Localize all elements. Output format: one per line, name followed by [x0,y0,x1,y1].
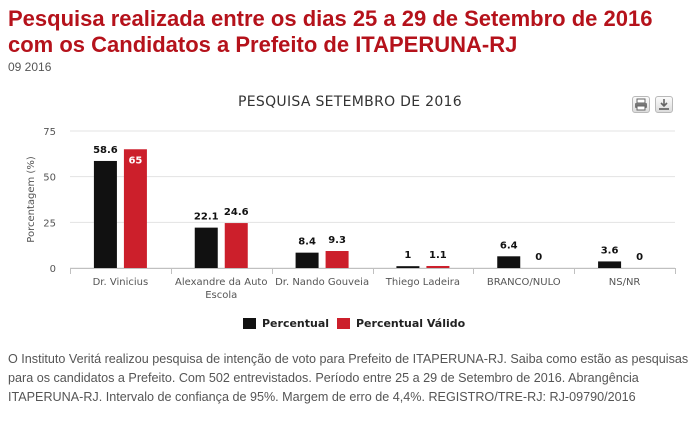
legend-swatch [243,318,256,329]
bar [325,251,349,268]
bar [194,227,218,268]
date-line: 09 2016 [8,60,52,74]
data-label: 65 [128,155,142,166]
data-label: 58.6 [93,145,118,156]
page-headline: Pesquisa realizada entre os dias 25 a 29… [8,6,653,57]
chart-title: PESQUISA SETEMBRO DE 2016 [238,94,462,110]
bar [426,265,450,268]
x-tick-label: NS/NR [609,277,641,288]
bar [295,252,319,268]
printer-icon [635,98,647,111]
y-tick-label: 75 [43,127,56,138]
download-button[interactable] [655,96,673,113]
chart-container: PESQUISA SETEMBRO DE 2016 0 25 50 75 Porcenta… [0,84,700,346]
bar-chart: PESQUISA SETEMBRO DE 2016 0 25 50 75 Porcenta… [26,94,676,330]
x-tick-label: Escola [205,290,237,301]
data-label: 6.4 [500,240,518,251]
data-label: 3.6 [601,245,619,256]
bar [598,261,622,268]
x-tick-label: Dr. Vinicius [93,277,149,288]
data-label: 1.1 [429,250,447,261]
data-label: 1 [404,250,411,261]
legend-swatch [337,318,350,329]
data-label: 8.4 [298,237,316,248]
x-tick-label: Dr. Nando Gouveia [275,277,369,288]
y-axis-label: Porcentagem (%) [26,156,37,243]
download-icon [659,99,669,110]
survey-description: O Instituto Veritá realizou pesquisa de … [8,352,689,404]
print-button[interactable] [632,96,650,113]
y-tick-label: 25 [43,218,56,229]
legend-label: Percentual Válido [356,317,466,330]
bar [93,160,117,268]
bar [497,256,521,268]
data-label: 0 [535,252,542,263]
data-label: 24.6 [224,207,249,218]
y-tick-label: 50 [43,173,56,184]
data-label: 9.3 [328,235,346,246]
x-tick-label: Alexandre da Auto [175,277,267,288]
x-tick-label: Thiego Ladeira [385,277,460,288]
data-label: 0 [636,252,643,263]
legend-label: Percentual [262,317,329,330]
bar [224,223,248,268]
bar [396,266,420,268]
bar [123,149,147,268]
data-label: 22.1 [194,212,219,223]
x-tick-label: BRANCO/NULO [487,277,561,288]
y-tick-label: 0 [50,264,56,275]
